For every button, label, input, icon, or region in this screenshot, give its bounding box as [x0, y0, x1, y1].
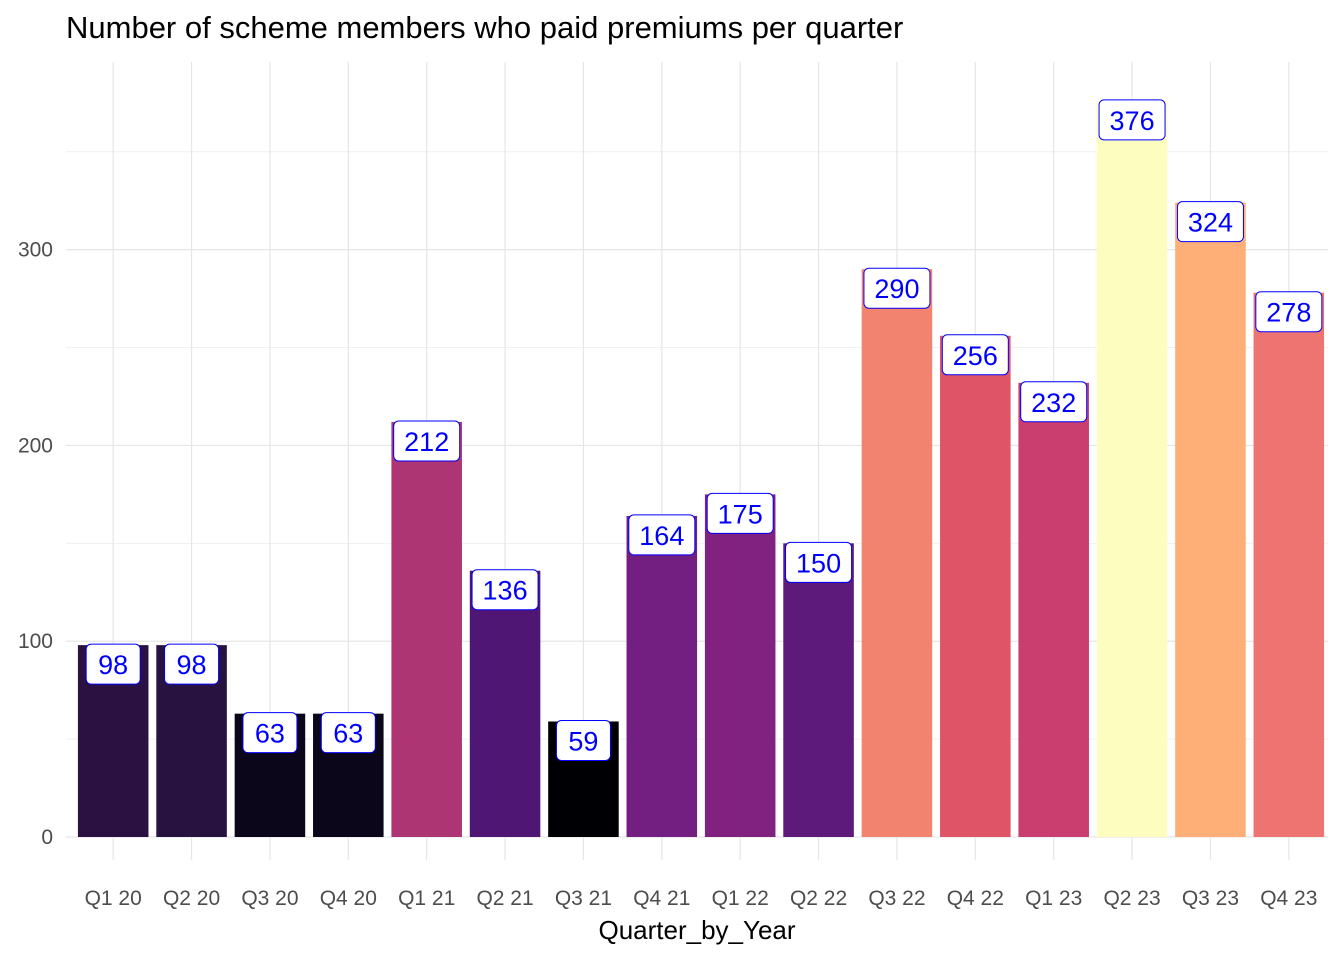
data-label-box — [1255, 291, 1323, 333]
bar — [469, 570, 541, 837]
data-label-box — [393, 420, 461, 462]
data-label-text: 212 — [404, 427, 449, 457]
bar — [1096, 100, 1168, 838]
y-tick-label: 300 — [18, 239, 53, 262]
data-label-box — [941, 334, 1009, 376]
data-label-text: 59 — [568, 726, 598, 756]
bar — [1018, 382, 1089, 837]
data-label-text: 164 — [639, 521, 684, 551]
x-tick-label: Q2 20 — [163, 887, 220, 910]
data-label-box — [555, 719, 611, 761]
x-tick-label: Q1 23 — [1025, 887, 1082, 910]
data-label-box — [320, 712, 376, 754]
data-label-text: 136 — [483, 576, 528, 606]
axis-layer: 0 100 200 300 Q1 20 Q2 20 Q3 20 Q4 20 Q1 21 Q2 21… — [18, 239, 1317, 910]
bar-layer — [77, 100, 1325, 838]
x-tick-label: Q3 21 — [555, 887, 612, 910]
x-tick-label: Q4 20 — [320, 887, 377, 910]
data-label-box — [1176, 201, 1244, 243]
data-label: 63 — [320, 712, 376, 754]
data-label: 98 — [85, 643, 141, 685]
data-label-layer: 98 98 63 63 212 136 59 164 175 150 290 256 232 376 324… — [85, 99, 1323, 761]
data-label-text: 324 — [1188, 208, 1233, 238]
data-label: 136 — [471, 569, 539, 611]
data-label: 232 — [1020, 381, 1088, 423]
data-label-text: 63 — [255, 719, 285, 749]
data-label-box — [164, 643, 220, 685]
data-label: 63 — [242, 712, 298, 754]
bar — [1253, 292, 1325, 838]
data-label-text: 290 — [874, 274, 919, 304]
data-label-text: 98 — [98, 650, 128, 680]
x-tick-label: Q2 21 — [476, 887, 533, 910]
data-label-text: 376 — [1110, 106, 1155, 136]
data-label: 324 — [1176, 201, 1244, 243]
y-tick-label: 0 — [41, 826, 53, 849]
bar — [391, 421, 462, 837]
data-label-box — [1020, 381, 1088, 423]
bar — [783, 543, 854, 837]
data-label-box — [706, 492, 774, 534]
bar — [1175, 202, 1246, 838]
chart-title: Number of scheme members who paid premiu… — [66, 10, 904, 45]
x-tick-label: Q4 23 — [1260, 887, 1317, 910]
x-tick-label: Q2 23 — [1103, 887, 1160, 910]
data-label-box — [1098, 99, 1166, 141]
x-axis-title: Quarter_by_Year — [598, 915, 795, 945]
x-tick-label: Q2 22 — [790, 887, 847, 910]
data-label-text: 232 — [1031, 388, 1076, 418]
data-label-text: 256 — [953, 341, 998, 371]
data-label: 290 — [863, 267, 931, 309]
data-label: 59 — [555, 719, 611, 761]
data-label: 164 — [628, 514, 696, 556]
data-label-box — [785, 541, 853, 583]
x-tick-label: Q3 20 — [241, 887, 298, 910]
data-label: 376 — [1098, 99, 1166, 141]
bar — [626, 515, 698, 837]
data-label-text: 150 — [796, 548, 841, 578]
x-tick-label: Q4 21 — [633, 887, 690, 910]
data-label: 98 — [164, 643, 220, 685]
x-tick-label: Q1 21 — [398, 887, 455, 910]
data-label: 175 — [706, 492, 774, 534]
x-tick-label: Q3 23 — [1182, 887, 1239, 910]
y-tick-label: 200 — [18, 434, 53, 457]
data-label-box — [471, 569, 539, 611]
bar — [940, 335, 1011, 837]
x-tick-label: Q1 20 — [85, 887, 142, 910]
data-label: 212 — [393, 420, 461, 462]
x-tick-label: Q1 22 — [712, 887, 769, 910]
data-label-text: 63 — [333, 719, 363, 749]
x-tick-label: Q4 22 — [947, 887, 1004, 910]
data-label-text: 175 — [718, 499, 763, 529]
data-label-text: 98 — [177, 650, 207, 680]
data-label: 256 — [941, 334, 1009, 376]
data-label-box — [242, 712, 298, 754]
data-label-box — [628, 514, 696, 556]
x-tick-label: Q3 22 — [868, 887, 925, 910]
data-label: 278 — [1255, 291, 1323, 333]
data-label-text: 278 — [1266, 298, 1311, 328]
bar — [861, 269, 933, 837]
bar — [704, 494, 776, 837]
data-label: 150 — [785, 541, 853, 583]
data-label-box — [863, 267, 931, 309]
data-label-box — [85, 643, 141, 685]
y-tick-label: 100 — [18, 630, 53, 653]
